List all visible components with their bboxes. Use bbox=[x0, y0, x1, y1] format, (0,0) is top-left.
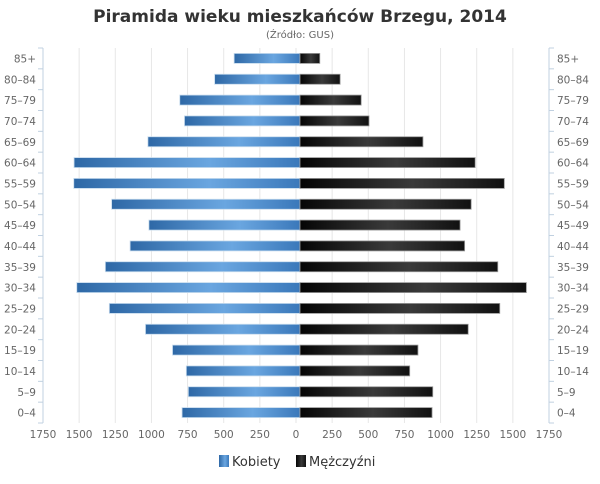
x-tick-label: 1500 bbox=[499, 429, 526, 441]
x-tick-label: 1000 bbox=[427, 429, 454, 441]
category-label-right: 50–54 bbox=[557, 199, 589, 211]
x-tick-label: 750 bbox=[178, 429, 198, 441]
category-label-left: 55–59 bbox=[4, 178, 36, 190]
category-label-left: 35–39 bbox=[4, 262, 36, 274]
bar-mezczyzni bbox=[299, 365, 411, 377]
category-label-left: 20–24 bbox=[4, 324, 36, 336]
category-label-right: 30–34 bbox=[557, 283, 589, 295]
category-label-right: 25–29 bbox=[557, 303, 589, 315]
category-label-left: 10–14 bbox=[4, 366, 36, 378]
bar-kobiety bbox=[185, 365, 301, 377]
category-label-left: 80–84 bbox=[4, 74, 36, 86]
category-label-right: 85+ bbox=[557, 53, 579, 65]
bar-kobiety bbox=[187, 386, 301, 398]
x-tick-label: 1000 bbox=[138, 429, 165, 441]
bar-kobiety bbox=[172, 344, 301, 356]
category-label-right: 65–69 bbox=[557, 137, 589, 149]
category-label-left: 50–54 bbox=[4, 199, 36, 211]
bar-mezczyzni bbox=[299, 344, 419, 356]
category-label-right: 15–19 bbox=[557, 345, 589, 357]
x-tick-label: 250 bbox=[322, 429, 342, 441]
bar-kobiety bbox=[104, 261, 301, 273]
bar-mezczyzni bbox=[299, 407, 433, 418]
bar-mezczyzni bbox=[299, 282, 527, 293]
bar-kobiety bbox=[147, 136, 301, 148]
bar-mezczyzni bbox=[299, 240, 466, 252]
bar-kobiety bbox=[179, 94, 301, 106]
category-label-left: 5–9 bbox=[17, 387, 36, 399]
bar-mezczyzni bbox=[299, 94, 362, 106]
bar-mezczyzni bbox=[299, 303, 501, 314]
bar-mezczyzni bbox=[299, 73, 341, 85]
category-label-right: 60–64 bbox=[557, 158, 589, 170]
category-label-right: 35–39 bbox=[557, 262, 589, 274]
category-label-right: 20–24 bbox=[557, 324, 589, 336]
legend-label: Mężczyźni bbox=[309, 455, 375, 470]
chart-title: Piramida wieku mieszkańców Brzegu, 2014 bbox=[93, 7, 507, 27]
category-label-right: 10–14 bbox=[557, 366, 589, 378]
bar-mezczyzni bbox=[299, 53, 321, 64]
x-tick-label: 1750 bbox=[30, 429, 57, 441]
category-label-right: 5–9 bbox=[557, 387, 576, 399]
category-label-right: 70–74 bbox=[557, 116, 589, 128]
category-label-left: 0–4 bbox=[17, 408, 36, 420]
bar-kobiety bbox=[76, 282, 301, 293]
legend-swatch bbox=[296, 455, 306, 467]
bar-kobiety bbox=[214, 73, 301, 85]
category-label-left: 70–74 bbox=[4, 116, 36, 128]
category-label-left: 40–44 bbox=[4, 241, 36, 253]
bar-kobiety bbox=[108, 303, 301, 314]
x-tick-label: 1500 bbox=[66, 429, 93, 441]
bar-mezczyzni bbox=[299, 219, 461, 231]
bar-kobiety bbox=[73, 178, 301, 189]
bar-kobiety bbox=[129, 240, 301, 252]
category-label-right: 75–79 bbox=[557, 95, 589, 107]
category-label-right: 0–4 bbox=[557, 408, 576, 420]
category-label-left: 65–69 bbox=[4, 137, 36, 149]
bar-mezczyzni bbox=[299, 261, 499, 273]
x-tick-label: 0 bbox=[293, 429, 300, 441]
chart-subtitle: (Źródło: GUS) bbox=[266, 28, 334, 41]
bar-kobiety bbox=[184, 115, 301, 127]
bar-kobiety bbox=[145, 323, 301, 335]
category-label-right: 55–59 bbox=[557, 178, 589, 190]
x-tick-label: 500 bbox=[214, 429, 234, 441]
bar-mezczyzni bbox=[299, 136, 424, 148]
bar-mezczyzni bbox=[299, 386, 434, 398]
bar-mezczyzni bbox=[299, 178, 505, 189]
x-tick-label: 250 bbox=[250, 429, 270, 441]
bar-mezczyzni bbox=[299, 323, 469, 335]
x-tick-label: 500 bbox=[358, 429, 378, 441]
bar-kobiety bbox=[73, 157, 301, 168]
category-label-left: 85+ bbox=[14, 53, 36, 65]
x-tick-label: 1250 bbox=[463, 429, 490, 441]
category-label-left: 75–79 bbox=[4, 95, 36, 107]
category-label-left: 45–49 bbox=[4, 220, 36, 232]
bar-mezczyzni bbox=[299, 115, 370, 127]
x-tick-label: 1250 bbox=[102, 429, 129, 441]
category-label-right: 40–44 bbox=[557, 241, 589, 253]
category-label-left: 30–34 bbox=[4, 283, 36, 295]
bar-mezczyzni bbox=[299, 198, 472, 210]
legend-label: Kobiety bbox=[232, 455, 281, 470]
category-label-left: 60–64 bbox=[4, 158, 36, 170]
bar-kobiety bbox=[181, 407, 301, 418]
bar-mezczyzni bbox=[299, 157, 476, 168]
x-tick-label: 1750 bbox=[536, 429, 563, 441]
category-label-right: 80–84 bbox=[557, 74, 589, 86]
category-label-left: 15–19 bbox=[4, 345, 36, 357]
legend-swatch bbox=[219, 455, 229, 467]
bar-kobiety bbox=[148, 219, 301, 231]
x-tick-label: 750 bbox=[394, 429, 414, 441]
category-label-right: 45–49 bbox=[557, 220, 589, 232]
category-label-left: 25–29 bbox=[4, 303, 36, 315]
bar-kobiety bbox=[111, 198, 301, 210]
bar-kobiety bbox=[233, 53, 301, 64]
